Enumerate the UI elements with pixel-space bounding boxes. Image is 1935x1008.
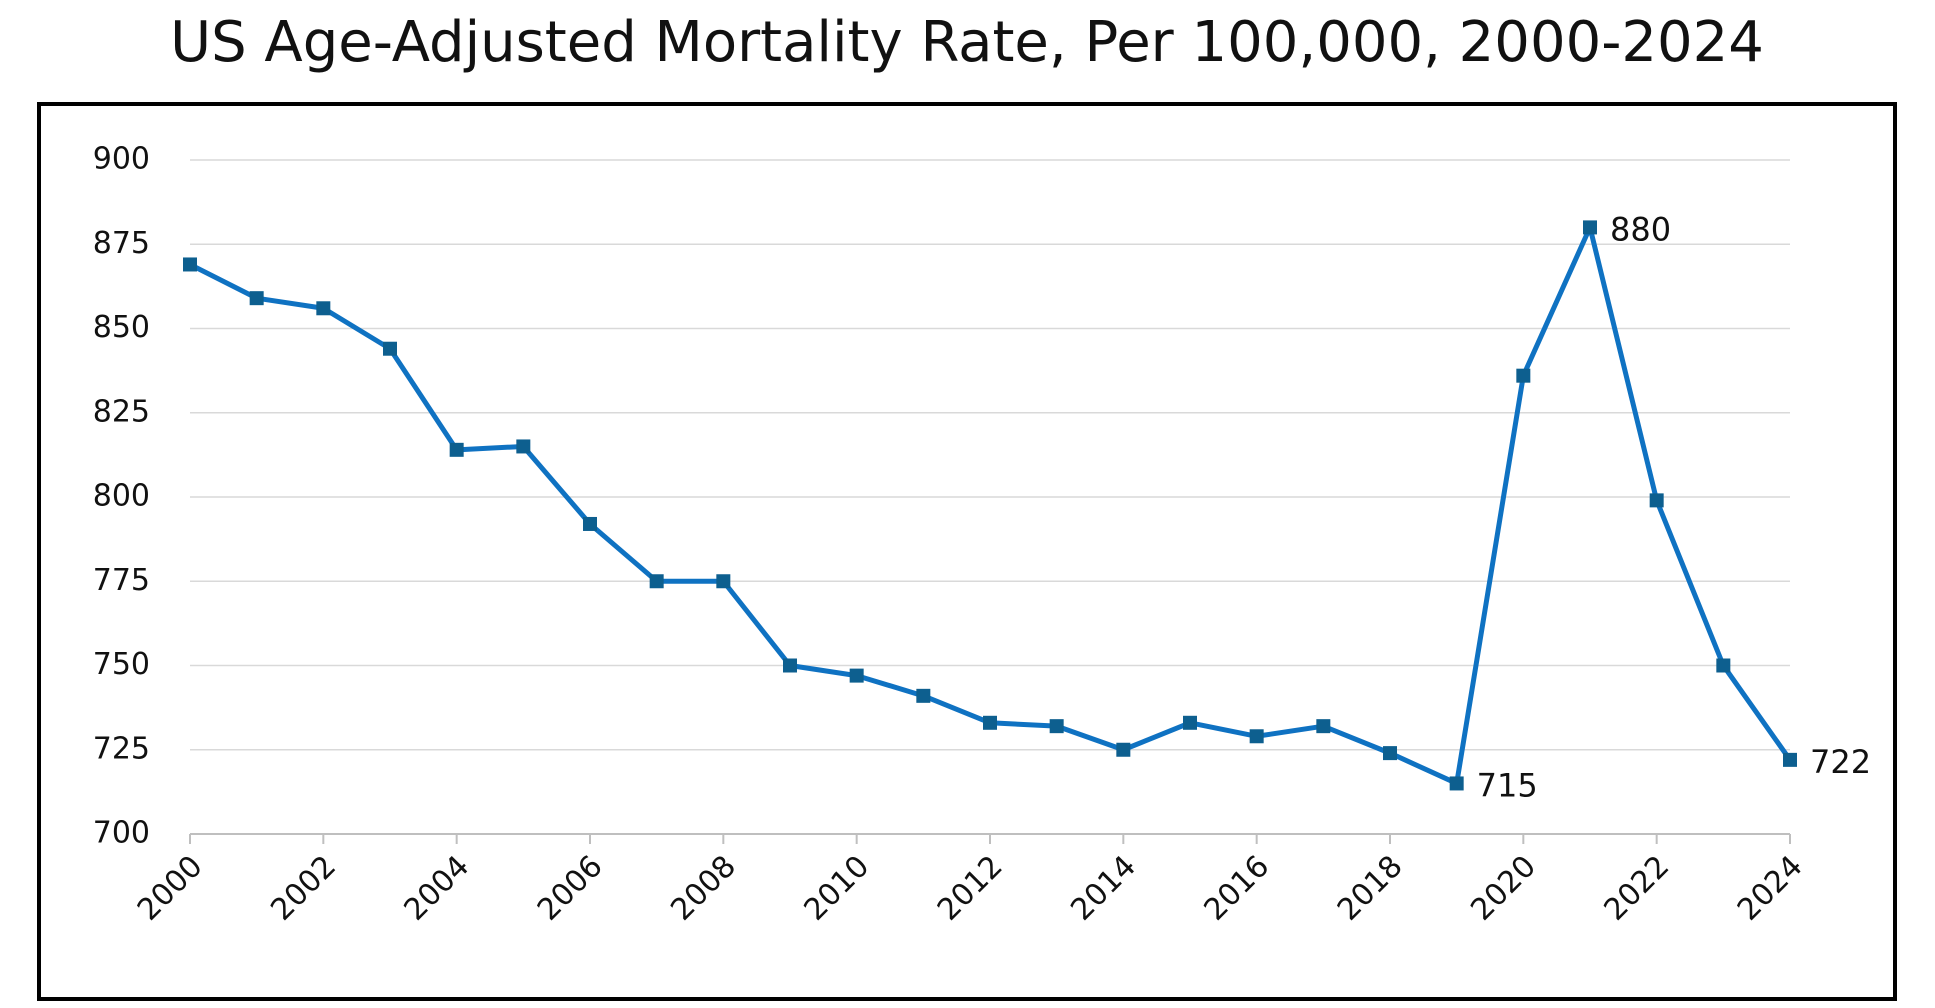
- marker: [516, 439, 531, 454]
- marker: [449, 442, 464, 457]
- x-tick-label: 2020: [1464, 849, 1543, 928]
- marker: [1249, 729, 1264, 744]
- data-label: 880: [1610, 210, 1671, 248]
- chart-frame: [37, 102, 1897, 1001]
- y-tick-label: 850: [93, 310, 150, 345]
- marker: [316, 301, 331, 316]
- x-tick-label: 2016: [1198, 849, 1277, 928]
- y-tick-label: 750: [93, 647, 150, 682]
- marker: [1583, 220, 1597, 235]
- x-tick-label: 2014: [1064, 849, 1143, 928]
- marker: [916, 688, 931, 703]
- marker: [649, 574, 664, 589]
- marker: [983, 715, 997, 730]
- marker: [783, 658, 797, 673]
- x-tick-label: 2010: [798, 849, 877, 928]
- y-tick-label: 800: [93, 479, 150, 514]
- x-tick-label: 2022: [1598, 849, 1677, 928]
- x-tick-label: 2024: [1731, 849, 1810, 928]
- data-label: 722: [1810, 743, 1871, 781]
- x-tick-label: 2004: [398, 849, 477, 928]
- chart-title: US Age-Adjusted Mortality Rate, Per 100,…: [170, 10, 1764, 75]
- x-tick-label: 2006: [531, 849, 610, 928]
- marker: [383, 341, 397, 356]
- marker: [249, 291, 264, 306]
- marker: [1716, 658, 1731, 673]
- y-tick-label: 725: [93, 731, 150, 766]
- marker: [1316, 719, 1331, 734]
- marker: [849, 668, 864, 683]
- y-tick-label: 825: [93, 394, 150, 429]
- marker: [1516, 368, 1531, 383]
- marker: [1649, 493, 1664, 508]
- data-label: 715: [1477, 766, 1538, 804]
- y-tick-label: 900: [93, 142, 150, 177]
- y-tick-label: 775: [93, 563, 150, 598]
- y-tick-label: 875: [93, 226, 150, 261]
- x-tick-label: 2018: [1331, 849, 1410, 928]
- marker: [716, 574, 731, 589]
- x-tick-label: 2000: [131, 849, 210, 928]
- marker: [1049, 719, 1064, 734]
- x-tick-label: 2008: [664, 849, 743, 928]
- x-tick-label: 2012: [931, 849, 1010, 928]
- marker: [583, 516, 597, 531]
- marker: [1116, 742, 1131, 757]
- marker: [1449, 776, 1464, 791]
- marker: [1783, 752, 1797, 767]
- y-tick-label: 700: [93, 816, 150, 851]
- marker: [1383, 746, 1397, 761]
- series-line: [188, 224, 1793, 786]
- marker: [183, 257, 197, 272]
- marker: [1183, 715, 1197, 730]
- x-tick-label: 2002: [264, 849, 343, 928]
